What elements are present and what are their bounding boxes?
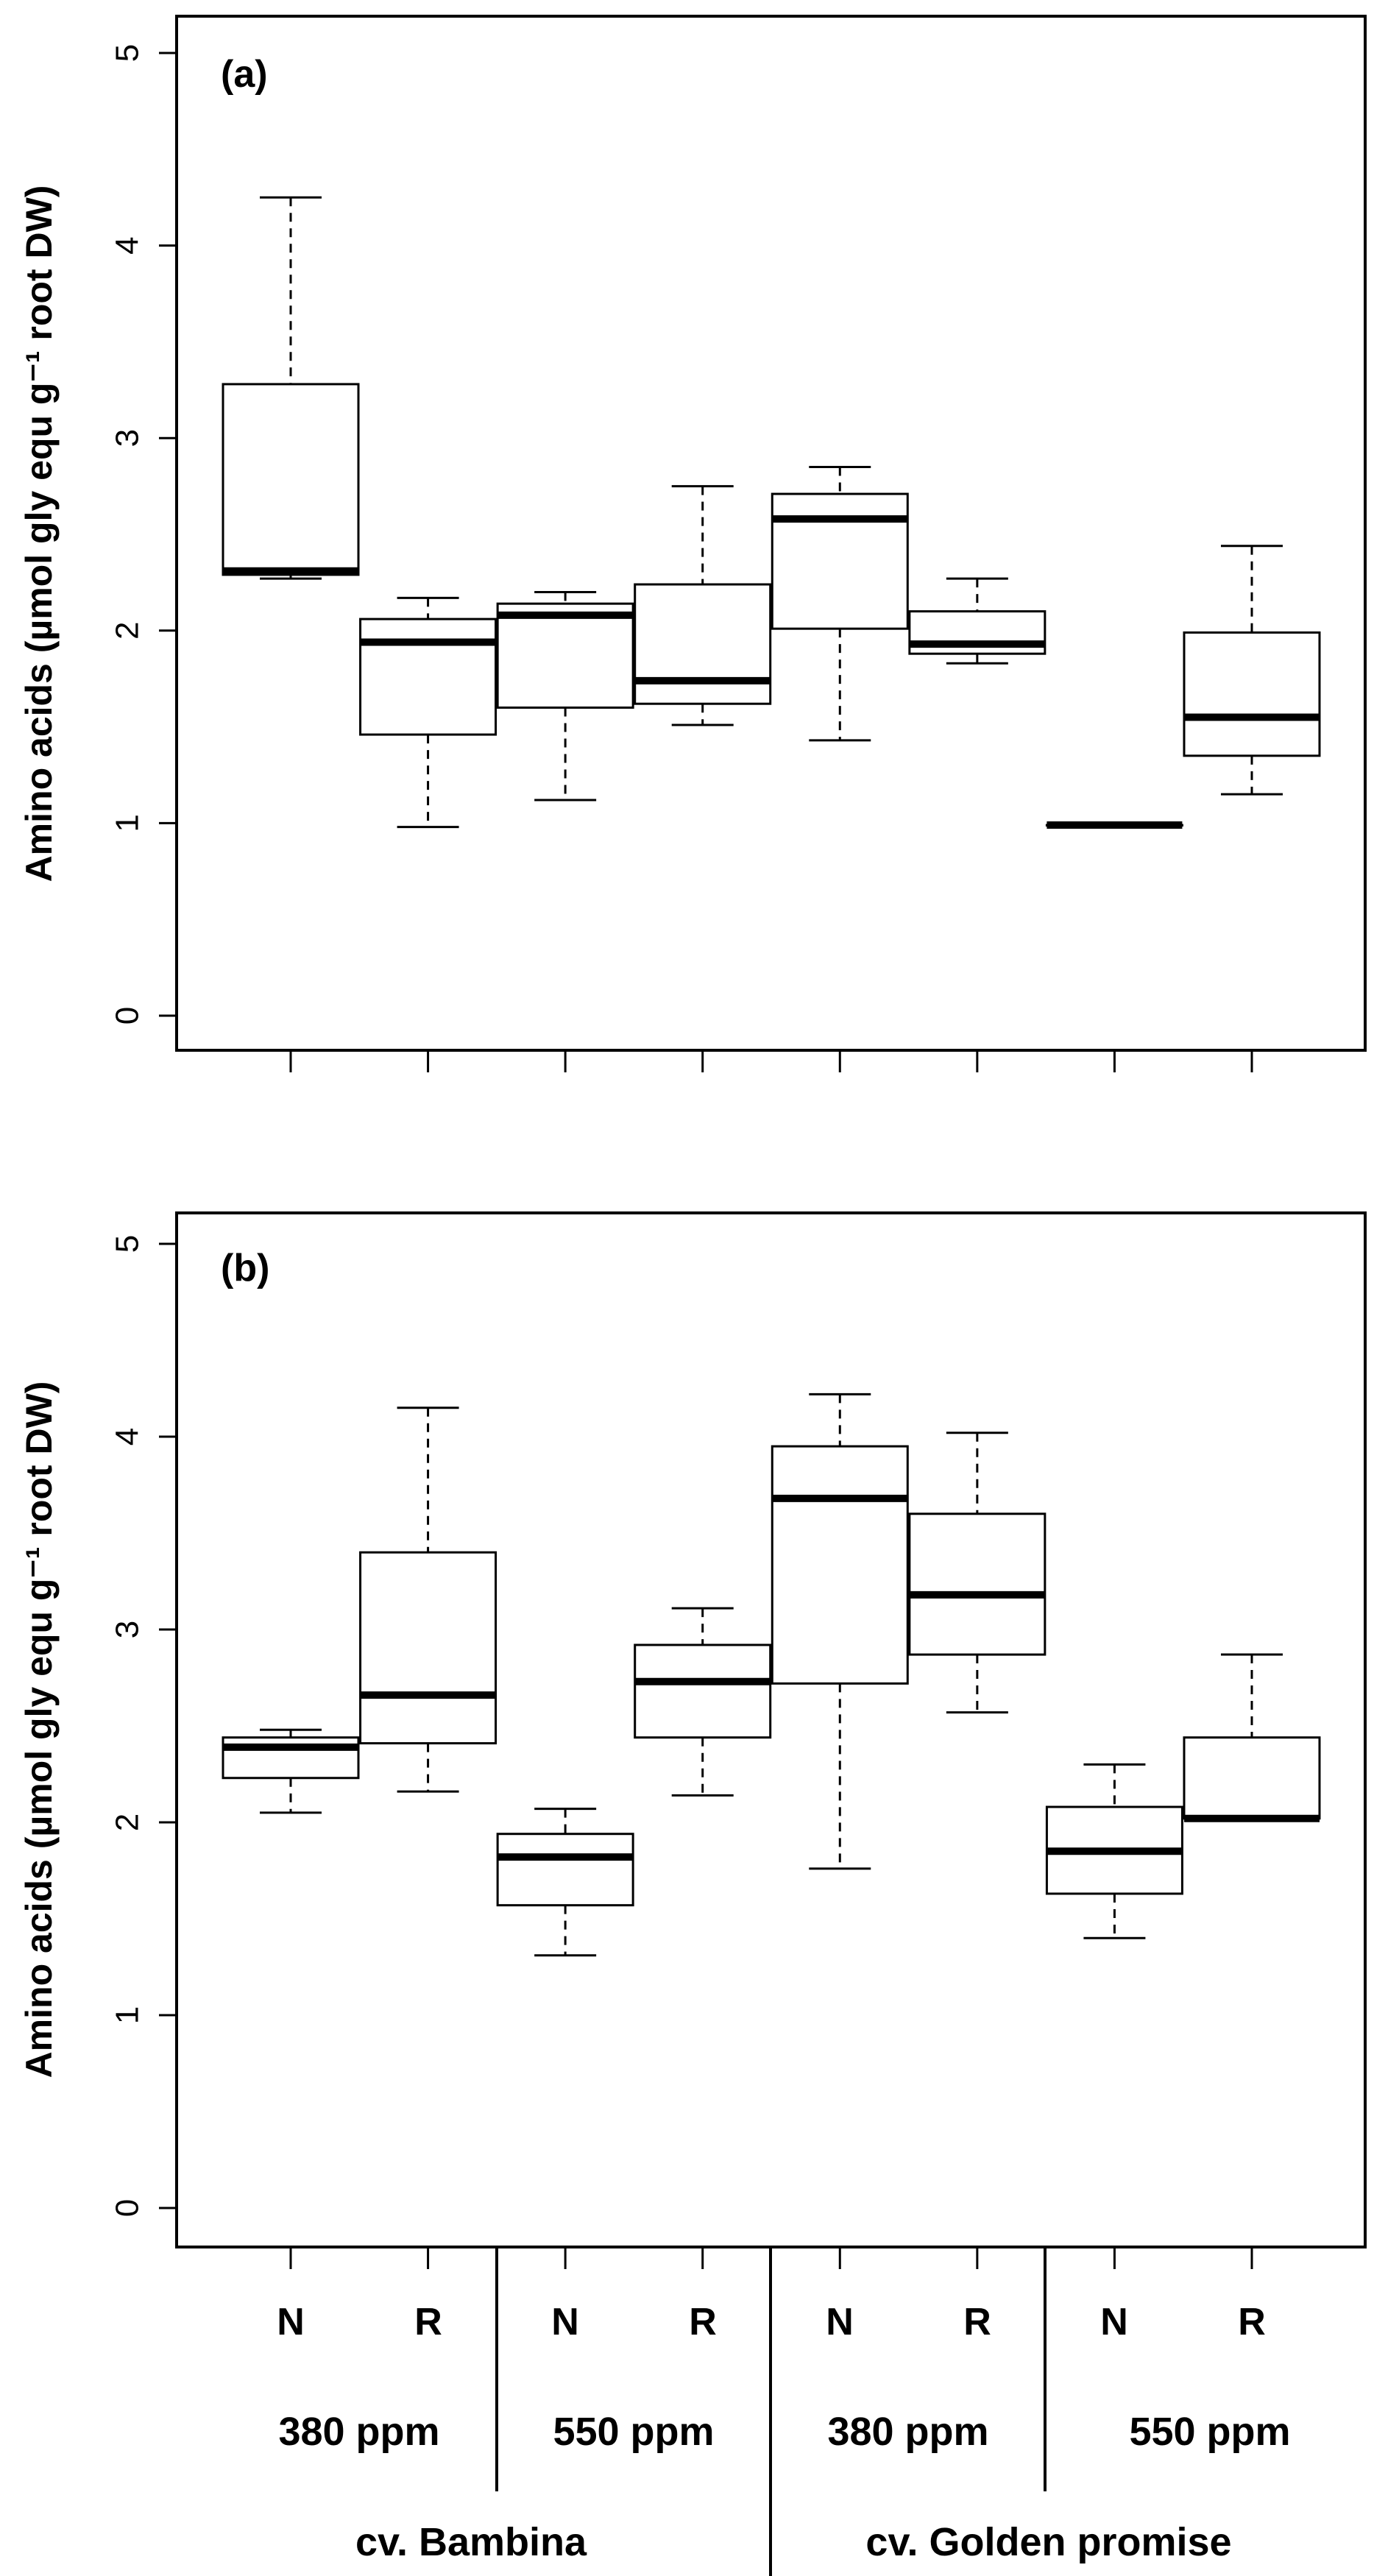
y-tick-label: 4 — [109, 236, 145, 254]
y-tick-label: 3 — [109, 1621, 145, 1638]
category-label: N — [551, 2301, 579, 2343]
box-plot — [1183, 545, 1321, 796]
box-plot — [359, 1406, 497, 1793]
y-tick-label: 2 — [109, 1814, 145, 1831]
box — [359, 1551, 497, 1745]
y-tick-label: 1 — [109, 2006, 145, 2024]
box — [908, 1512, 1047, 1656]
box-plot — [908, 1432, 1047, 1714]
box-plot — [634, 485, 772, 726]
category-labels: N R N R N R N R — [277, 2301, 1266, 2343]
category-label: N — [1100, 2301, 1128, 2343]
y-axis: 0 1 2 3 4 5 — [109, 44, 177, 1025]
y-tick-label: 1 — [109, 814, 145, 832]
box — [359, 618, 497, 736]
condition-label: 380 ppm — [278, 2410, 439, 2454]
category-label: R — [963, 2301, 991, 2343]
box-plot — [771, 465, 909, 742]
box-plot — [222, 196, 360, 580]
panel-b: (b) Amino acids (µmol gly equ g⁻¹ root D… — [18, 1211, 1367, 2269]
cultivar-label: cv. Golden promise — [865, 2520, 1231, 2564]
box-plot — [1183, 1653, 1321, 1822]
category-label: R — [1238, 2301, 1266, 2343]
box — [1183, 1736, 1321, 1820]
panel-label: (b) — [221, 1247, 269, 1289]
panel-label: (a) — [221, 53, 268, 96]
category-label: N — [277, 2301, 305, 2343]
boxes — [222, 196, 1321, 829]
y-tick-label: 5 — [109, 44, 145, 62]
box-plot — [1045, 1763, 1183, 1939]
box-plot — [771, 1393, 909, 1870]
y-axis-label: Amino acids (µmol gly equ g⁻¹ root DW) — [18, 1381, 60, 2078]
group-separators — [495, 2247, 1047, 2576]
box — [634, 583, 772, 705]
box-plot — [496, 590, 634, 802]
condition-label: 380 ppm — [827, 2410, 988, 2454]
panel-a: (a) Amino acids (µmol gly equ g⁻¹ root D… — [18, 15, 1367, 1072]
condition-label: 550 ppm — [553, 2410, 714, 2454]
box — [634, 1643, 772, 1739]
y-tick-label: 3 — [109, 429, 145, 447]
box — [222, 383, 360, 576]
y-tick-label: 0 — [109, 2199, 145, 2217]
cultivar-labels: cv. Bambina cv. Golden promise — [355, 2520, 1232, 2564]
box — [771, 1445, 909, 1685]
y-axis-label: Amino acids (µmol gly equ g⁻¹ root DW) — [18, 185, 60, 882]
box-plot — [634, 1607, 772, 1797]
y-tick-label: 2 — [109, 622, 145, 640]
plot-frame — [175, 15, 1367, 1052]
y-tick-label: 0 — [109, 1007, 145, 1025]
box-plot — [1045, 821, 1183, 829]
box-plot — [496, 1808, 634, 1957]
condition-labels: 380 ppm 550 ppm 380 ppm 550 ppm — [278, 2410, 1290, 2454]
box — [771, 492, 909, 630]
category-label: R — [689, 2301, 717, 2343]
y-tick-label: 5 — [109, 1235, 145, 1253]
box — [1183, 631, 1321, 757]
y-axis: 0 1 2 3 4 5 — [109, 1235, 177, 2217]
x-axis-ticks — [289, 2247, 1253, 2269]
box-plot — [359, 596, 497, 829]
box-plot — [222, 1728, 360, 1814]
x-axis-ticks — [289, 1050, 1253, 1072]
category-label: R — [414, 2301, 442, 2343]
y-tick-label: 4 — [109, 1428, 145, 1446]
condition-label: 550 ppm — [1129, 2410, 1290, 2454]
box — [496, 1833, 634, 1907]
boxes — [222, 1393, 1321, 1957]
box-plot — [908, 577, 1047, 665]
box — [496, 602, 634, 709]
category-label: N — [826, 2301, 854, 2343]
cultivar-label: cv. Bambina — [355, 2520, 587, 2564]
